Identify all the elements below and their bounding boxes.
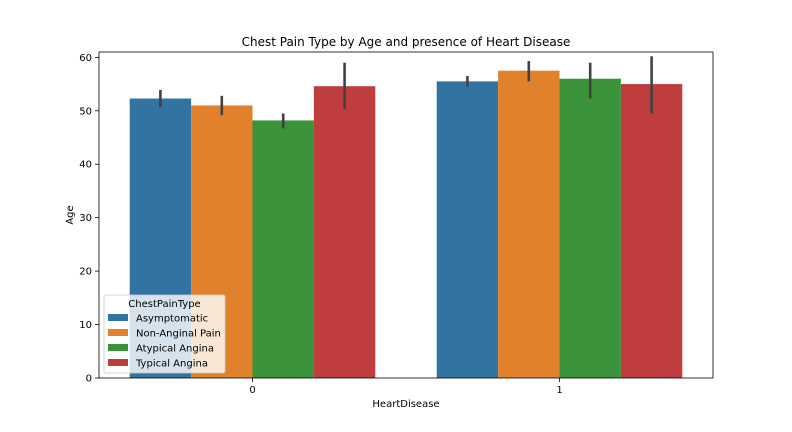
legend-box	[103, 294, 226, 374]
bar-atypical-angina-0	[252, 120, 314, 378]
bars-layer	[129, 70, 683, 379]
legend-label: Asymptomatic	[136, 314, 208, 325]
y-tick-label: 10	[79, 320, 92, 331]
y-axis: 0 10 20 30 40 50 60	[79, 53, 99, 385]
legend-swatch	[108, 359, 128, 366]
legend-title: ChestPainType	[128, 299, 200, 310]
legend-swatch	[108, 329, 128, 336]
y-tick-label: 30	[79, 213, 92, 224]
x-tick-label: 0	[249, 385, 255, 396]
legend-label: Atypical Angina	[136, 344, 214, 355]
bar-non-anginal-pain-1	[498, 70, 560, 378]
error-bars-layer	[159, 56, 653, 129]
legend: ChestPainType Asymptomatic Non-Anginal Pa…	[103, 294, 226, 374]
y-tick-label: 40	[79, 160, 92, 171]
y-tick-label: 20	[79, 267, 92, 278]
bar-typical-angina-0	[313, 86, 376, 378]
chart-title: Chest Pain Type by Age and presence of H…	[242, 35, 571, 49]
x-tick-label: 1	[556, 385, 562, 396]
plot-frame	[98, 51, 714, 379]
legend-swatch	[108, 314, 128, 321]
bar-asymptomatic-1	[436, 81, 499, 379]
bar-typical-angina-1	[620, 84, 683, 378]
legend-label: Non-Anginal Pain	[136, 329, 221, 340]
legend-swatch	[108, 344, 128, 351]
y-tick-label: 0	[86, 374, 92, 385]
x-axis-label: HeartDisease	[372, 399, 439, 410]
bar-atypical-angina-1	[559, 78, 621, 378]
y-tick-label: 50	[79, 106, 92, 117]
y-tick-label: 60	[79, 53, 92, 64]
y-axis-label: Age	[65, 205, 76, 224]
legend-label: Typical Angina	[135, 359, 208, 370]
